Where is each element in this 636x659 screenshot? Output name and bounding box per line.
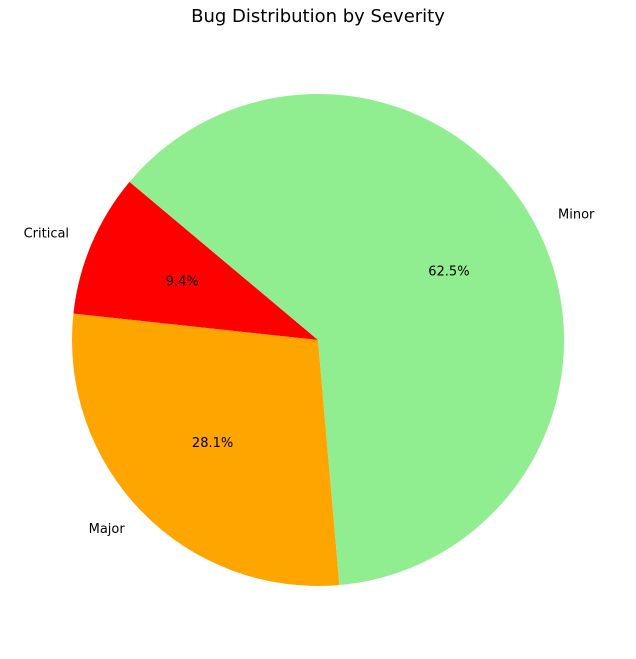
chart-title: Bug Distribution by Severity — [191, 6, 445, 27]
pie-slice-major — [71, 313, 340, 586]
pie-category-label-minor: Minor — [558, 208, 595, 223]
pie-percent-label-major: 28.1% — [192, 436, 233, 451]
pie-slice-critical — [73, 181, 318, 340]
pie-percent-label-minor: 62.5% — [428, 264, 469, 279]
pie-category-label-critical: Critical — [24, 226, 69, 241]
pie-slice-minor — [129, 93, 564, 586]
pie-percent-label-critical: 9.4% — [166, 275, 199, 290]
pie-category-label-major: Major — [89, 522, 126, 537]
